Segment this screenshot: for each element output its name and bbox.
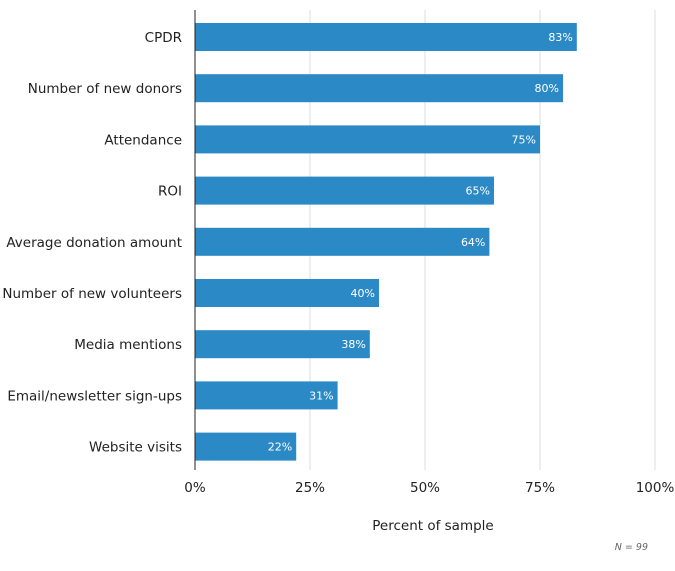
bar-value-label: 40%	[351, 287, 375, 300]
bar-3	[195, 176, 494, 205]
bar-value-label: 80%	[535, 82, 559, 95]
bar-1	[195, 74, 563, 103]
category-label: ROI	[158, 184, 182, 200]
sample-size-note: N = 99	[615, 542, 648, 553]
x-tick-label: 75%	[525, 480, 555, 496]
label-layer: 0% 25% 50% 75% 100% 83% CPDR 80% Number of new d…	[2, 30, 674, 496]
bar-4	[195, 227, 490, 256]
x-tick-label: 100%	[636, 480, 675, 496]
bar-value-label: 22%	[268, 441, 292, 454]
x-axis-title: Percent of sample	[372, 518, 493, 534]
bar-value-label: 64%	[461, 236, 485, 249]
category-label: CPDR	[145, 30, 182, 46]
bar-value-label: 65%	[466, 185, 490, 198]
x-tick-label: 50%	[410, 480, 440, 496]
bar-2	[195, 125, 540, 154]
bar-value-label: 83%	[548, 31, 572, 44]
x-tick-label: 0%	[184, 480, 206, 496]
category-label: Website visits	[89, 440, 182, 456]
category-label: Attendance	[104, 132, 182, 148]
category-label: Number of new donors	[28, 81, 182, 97]
bar-5	[195, 279, 379, 307]
bar-layer	[195, 23, 577, 461]
bar-6	[195, 330, 370, 359]
category-label: Average donation amount	[6, 235, 182, 251]
category-label: Number of new volunteers	[2, 286, 182, 302]
bar-7	[195, 381, 338, 410]
bar-8	[195, 432, 297, 461]
bar-value-label: 31%	[309, 389, 333, 402]
bar-value-label: 75%	[512, 133, 536, 146]
category-label: Media mentions	[74, 337, 182, 353]
bar-value-label: 38%	[341, 338, 365, 351]
category-label: Email/newsletter sign-ups	[7, 388, 182, 404]
bar-0	[195, 23, 577, 51]
x-tick-label: 25%	[295, 480, 325, 496]
